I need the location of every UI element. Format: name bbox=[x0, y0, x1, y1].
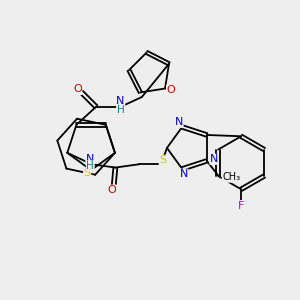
Text: O: O bbox=[108, 185, 116, 195]
Text: N: N bbox=[180, 169, 188, 179]
Text: N: N bbox=[210, 154, 218, 164]
Text: H: H bbox=[86, 161, 94, 171]
Text: H: H bbox=[117, 105, 124, 115]
Text: F: F bbox=[238, 201, 244, 211]
Text: CH₃: CH₃ bbox=[222, 172, 240, 182]
Text: O: O bbox=[167, 85, 175, 95]
Text: N: N bbox=[86, 154, 94, 164]
Text: O: O bbox=[73, 85, 82, 94]
Text: N: N bbox=[175, 117, 183, 128]
Text: N: N bbox=[116, 96, 125, 106]
Text: S: S bbox=[84, 168, 91, 178]
Text: S: S bbox=[159, 155, 167, 165]
